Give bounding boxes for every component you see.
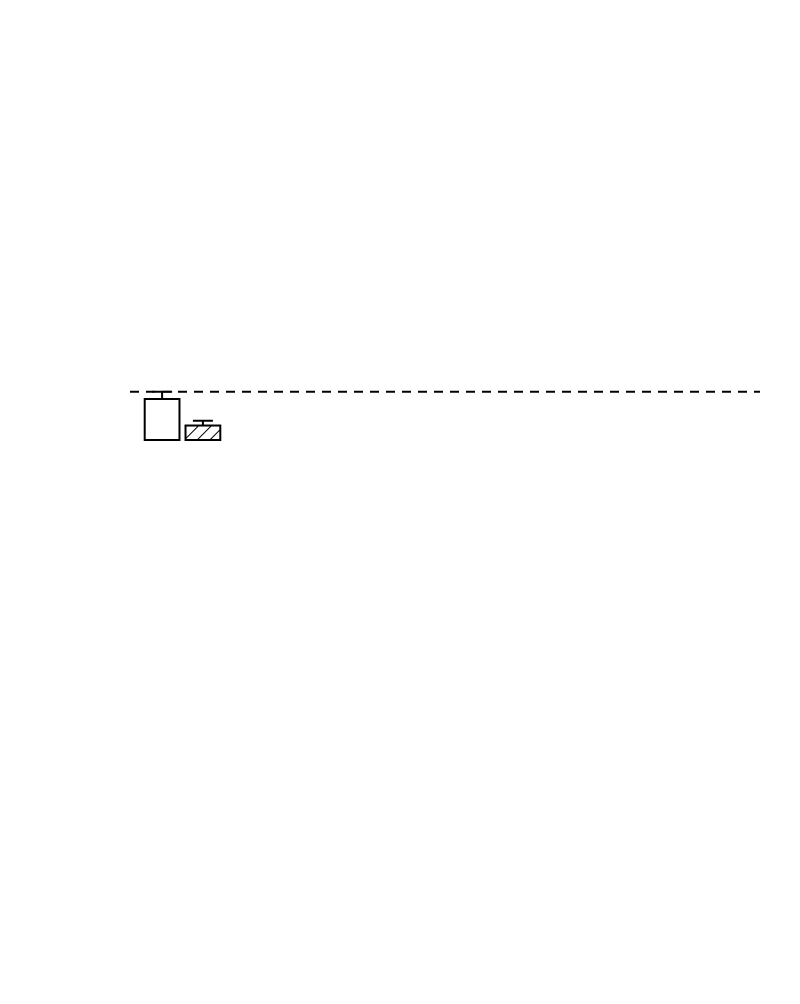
- bar: [145, 399, 180, 440]
- bar: [186, 426, 221, 440]
- expression-bar-chart: [0, 0, 800, 1004]
